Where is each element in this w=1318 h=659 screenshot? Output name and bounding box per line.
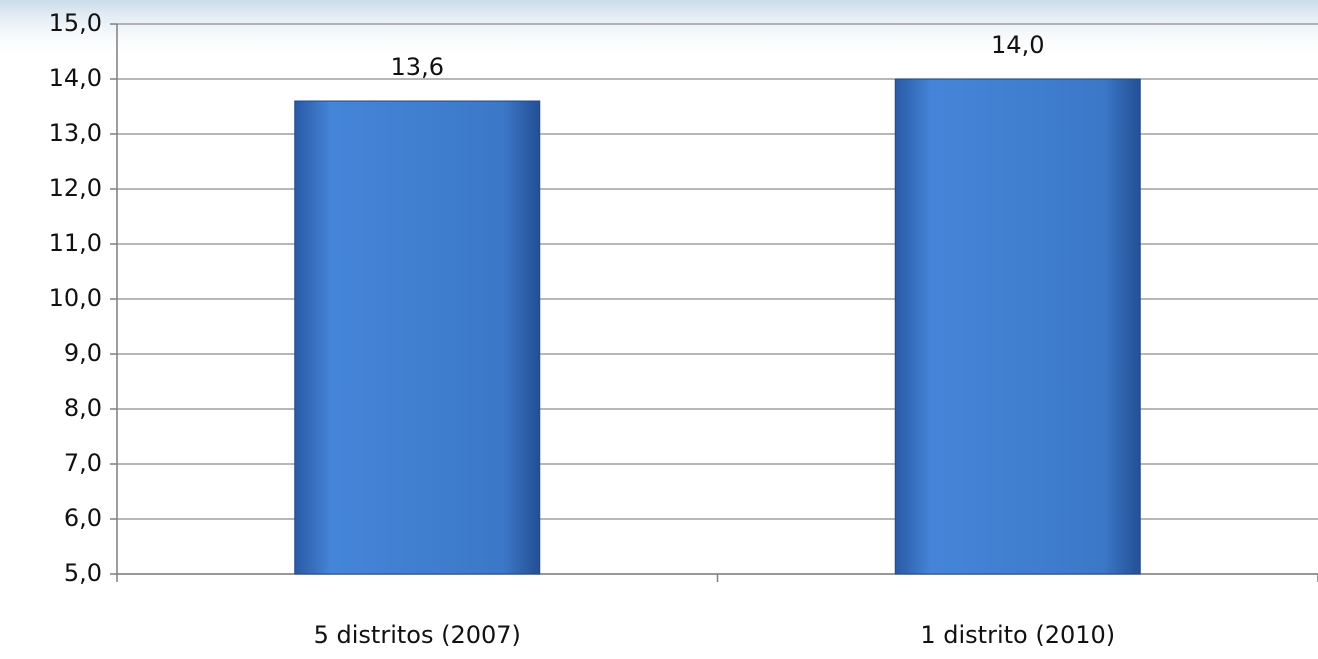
y-tick-label: 14,0 bbox=[49, 64, 102, 92]
y-tick-label: 11,0 bbox=[49, 229, 102, 257]
data-label: 14,0 bbox=[991, 31, 1044, 59]
background bbox=[0, 0, 1318, 60]
y-tick-label: 9,0 bbox=[64, 339, 102, 367]
bar bbox=[894, 78, 1141, 575]
y-tick-label: 13,0 bbox=[49, 119, 102, 147]
x-tick-label: 5 distritos (2007) bbox=[314, 621, 521, 649]
y-tick-label: 12,0 bbox=[49, 174, 102, 202]
y-tick-label: 7,0 bbox=[64, 449, 102, 477]
y-tick-label: 8,0 bbox=[64, 394, 102, 422]
data-label: 13,6 bbox=[391, 53, 444, 81]
y-tick-label: 10,0 bbox=[49, 284, 102, 312]
bar bbox=[294, 100, 541, 575]
y-tick-label: 6,0 bbox=[64, 504, 102, 532]
x-tick-label: 1 distrito (2010) bbox=[920, 621, 1115, 649]
y-tick-label: 15,0 bbox=[49, 9, 102, 37]
y-tick-label: 5,0 bbox=[64, 559, 102, 587]
